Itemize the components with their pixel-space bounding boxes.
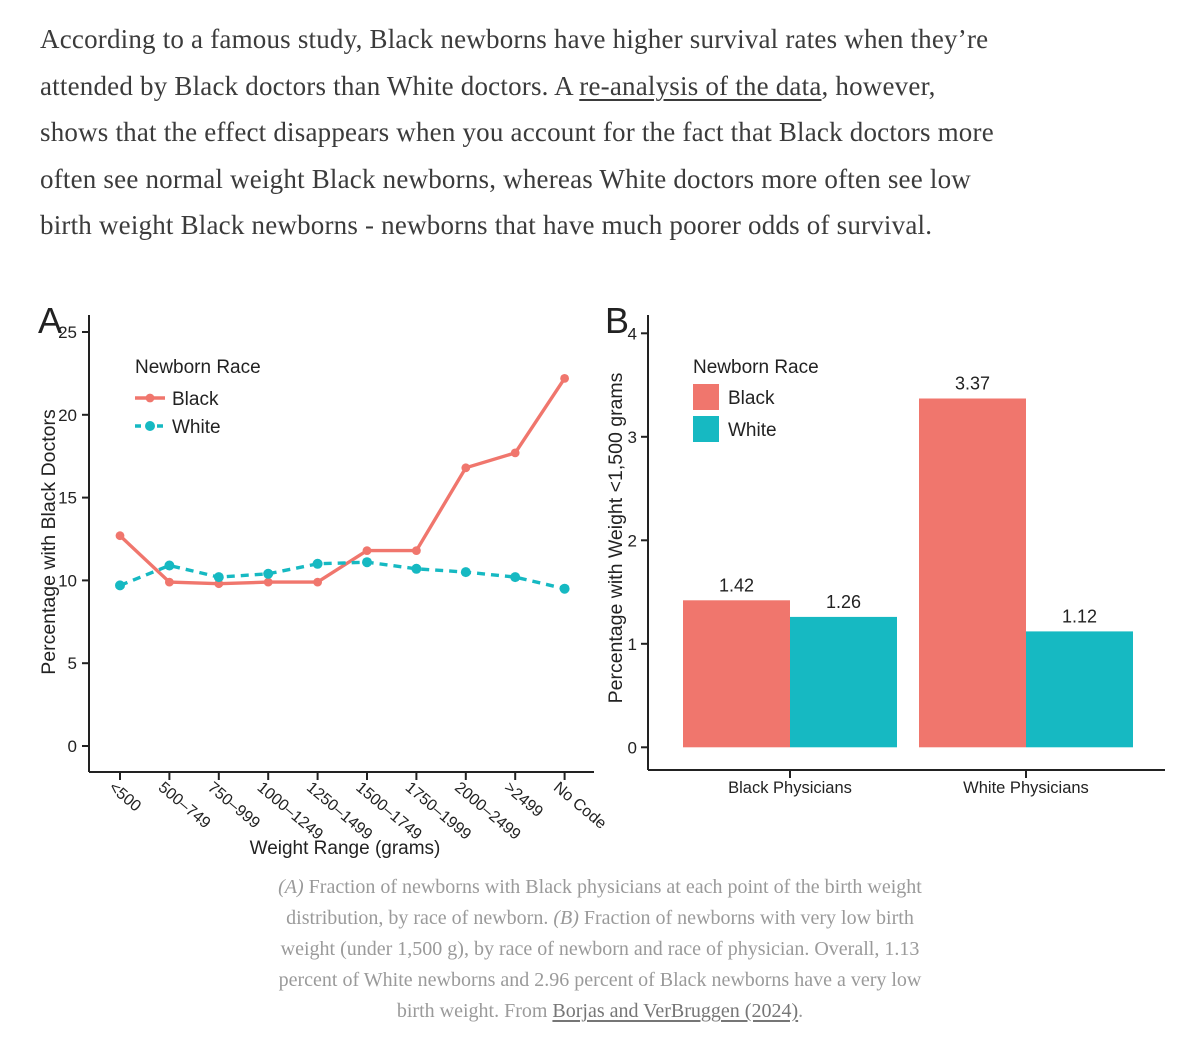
a-y-tick-label: 10 [58, 571, 77, 590]
intro-link[interactable]: re-analysis of the data [579, 70, 822, 101]
b-y-axis-title: Percentage with Weight <1,500 grams [605, 372, 627, 703]
a-point-white [411, 563, 422, 574]
a-point-white [460, 567, 471, 578]
figure-caption: (A) Fraction of newborns with Black phys… [188, 872, 1012, 1027]
a-point-black [165, 577, 174, 587]
a-line-series-black [118, 377, 567, 586]
b-legend-label: Black [728, 388, 775, 409]
a-point-black [560, 374, 569, 383]
caption-line: (A) Fraction of newborns with Black phys… [188, 872, 1012, 903]
a-x-axis-title: Weight Range (grams) [250, 838, 441, 859]
a-point-black [263, 577, 273, 587]
intro-text: shows that the effect disappears when yo… [40, 117, 994, 147]
a-point-white [115, 580, 125, 591]
a-y-tick-label: 5 [68, 654, 77, 673]
b-y-tick-label: 1 [628, 635, 637, 654]
a-legend-label: Black [172, 389, 219, 410]
a-legend-title: Newborn Race [135, 357, 261, 378]
a-y-tick-label: 20 [58, 406, 77, 425]
a-point-white [362, 557, 372, 568]
intro-text: often see normal weight Black newborns, … [40, 163, 971, 194]
a-x-tick-label: 750–999 [204, 779, 263, 832]
a-point-white [164, 560, 175, 571]
b-bar-value-label: 3.37 [955, 374, 990, 394]
b-bar-value-label: 1.26 [826, 592, 861, 612]
caption-text: Fraction of newborns with Black physicia… [303, 876, 922, 898]
caption-text: percent of White newborns and 2.96 perce… [278, 969, 922, 991]
panel-b-label: B [605, 300, 629, 341]
b-x-tick-label: White Physicians [963, 779, 1089, 797]
a-line-series-white [119, 560, 565, 591]
a-point-white [213, 572, 224, 583]
a-point-black [412, 546, 421, 555]
intro-line: often see normal weight Black newborns, … [40, 156, 1170, 203]
panel-b-bar-chart: B 0 1 2 3 4 Black Physicians 1.42 1.26 White Phys… [605, 300, 1165, 797]
b-x-tick-label: Black Physicians [728, 779, 852, 797]
b-legend-swatch-white [693, 416, 719, 442]
a-y-tick-label: 15 [58, 489, 77, 508]
intro-line: attended by Black doctors than White doc… [40, 63, 1170, 110]
a-point-white [263, 568, 274, 579]
a-point-black [362, 546, 372, 555]
a-point-black [115, 531, 125, 541]
caption-text: (B) [553, 907, 579, 929]
b-legend-label: White [728, 420, 777, 441]
caption-line: birth weight. From Borjas and VerBruggen… [188, 996, 1012, 1027]
b-bar-black-2 [919, 398, 1026, 748]
a-x-tick-label: <500 [105, 779, 144, 815]
b-legend-swatch-black [693, 384, 719, 410]
intro-paragraph: According to a famous study, Black newbo… [40, 16, 1170, 249]
intro-text: According to a famous study, Black newbo… [40, 24, 989, 54]
caption-text: distribution, by race of newborn. [286, 907, 554, 929]
panel-a-label: A [38, 300, 62, 341]
intro-line: shows that the effect disappears when yo… [40, 109, 1170, 156]
intro-text: birth weight Black newborns - newborns t… [40, 210, 933, 240]
caption-text: . [798, 1000, 804, 1022]
a-point-black [461, 463, 471, 473]
b-y-tick-label: 3 [628, 428, 637, 447]
intro-line: According to a famous study, Black newbo… [40, 16, 1170, 63]
a-legend-label: White [172, 417, 221, 438]
intro-text: , however, [821, 70, 936, 101]
caption-text: birth weight. From [396, 1000, 553, 1022]
a-y-axis-title: Percentage with Black Doctors [38, 409, 60, 675]
a-point-white [312, 558, 323, 569]
intro-line: birth weight Black newborns - newborns t… [40, 202, 1170, 249]
b-legend-title: Newborn Race [693, 357, 819, 378]
caption-link[interactable]: Borjas and VerBruggen (2024) [552, 1000, 799, 1022]
caption-text: (A) [278, 876, 304, 898]
b-y-tick-label: 4 [628, 324, 637, 343]
caption-line: percent of White newborns and 2.96 perce… [188, 965, 1012, 996]
b-bar-value-label: 1.42 [719, 575, 754, 595]
b-bar-black-1 [683, 600, 790, 748]
caption-line: weight (under 1,500 g), by race of newbo… [188, 934, 1012, 965]
caption-line: distribution, by race of newborn. (B) Fr… [188, 903, 1012, 934]
a-point-white [559, 583, 570, 594]
a-y-tick-label: 25 [58, 323, 77, 342]
a-point-black [313, 577, 322, 587]
a-legend-marker [145, 421, 155, 431]
b-y-tick-label: 0 [628, 738, 637, 757]
b-bar-white-2 [1026, 631, 1133, 748]
a-point-white [510, 572, 521, 583]
a-point-black [510, 448, 520, 458]
a-y-tick-label: 0 [68, 737, 77, 756]
intro-text: attended by Black doctors than White doc… [40, 70, 580, 101]
a-x-tick-label: >2499 [501, 779, 546, 821]
b-bar-value-label: 1.12 [1062, 606, 1097, 626]
a-x-tick-label: 500–749 [155, 779, 214, 832]
b-bar-white-1 [790, 616, 897, 748]
caption-text: weight (under 1,500 g), by race of newbo… [280, 938, 920, 960]
caption-text: Fraction of newborns with very low birth [578, 907, 914, 929]
a-legend-marker [145, 393, 155, 403]
b-y-tick-label: 2 [628, 531, 637, 550]
